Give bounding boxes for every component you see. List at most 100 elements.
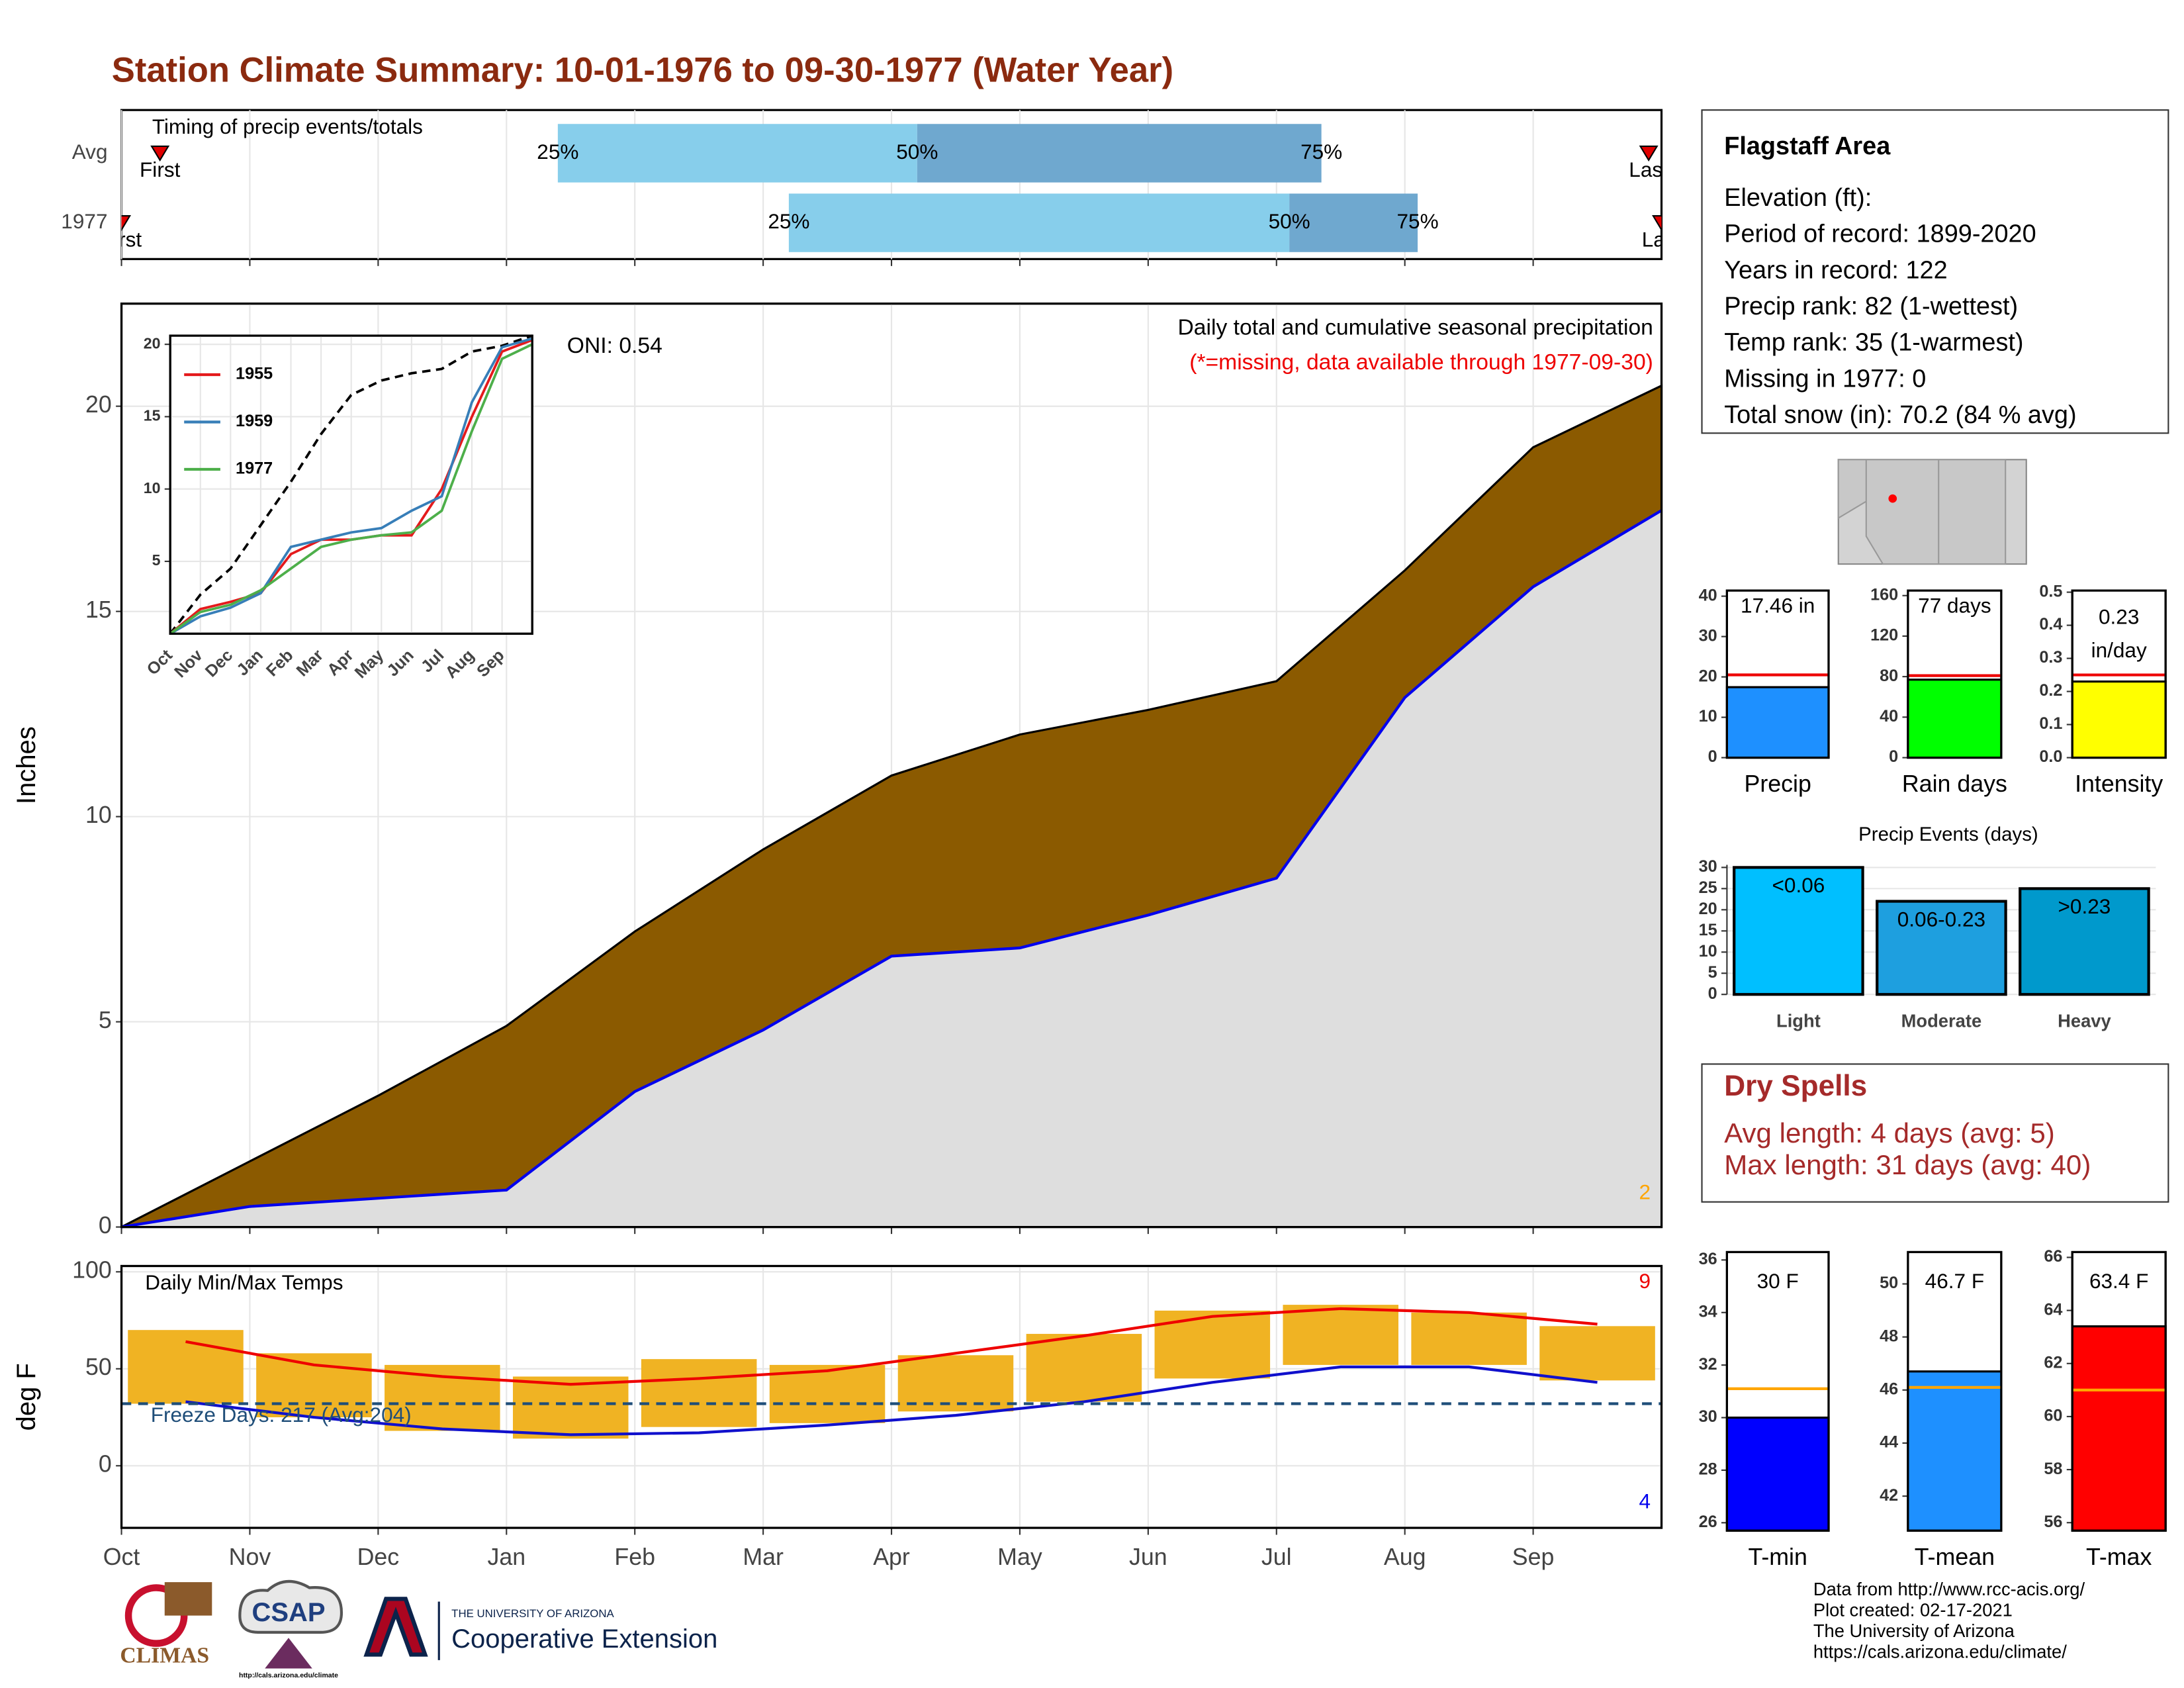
- timing-bar-high: [917, 124, 1322, 183]
- footer-line: Data from http://www.rcc-acis.org/: [1813, 1579, 2085, 1599]
- plot-frame: [1907, 589, 2003, 759]
- y-tick-label: 0: [1708, 747, 1717, 766]
- footer: Data from http://www.rcc-acis.org/ Plot …: [1813, 1579, 2085, 1662]
- cold-count: 4: [1639, 1489, 1651, 1513]
- bar: [1725, 1416, 1830, 1532]
- x-tick-label: Apr: [873, 1544, 910, 1570]
- page-title: Station Climate Summary: 10-01-1976 to 0…: [112, 50, 1173, 89]
- locator-map: [1837, 459, 2027, 565]
- y-tick-label: 5: [1708, 963, 1717, 982]
- marker-label: First: [101, 227, 142, 251]
- x-tick-label: Mar: [743, 1544, 784, 1570]
- y-tick-label: 5: [152, 551, 161, 569]
- footer-line: https://cals.arizona.edu/climate/: [1813, 1642, 2067, 1662]
- timing-bar-low: [557, 124, 917, 183]
- category-label: Intensity: [2075, 771, 2163, 797]
- plot-frame: [1907, 1250, 2003, 1532]
- plot-frame: [1725, 589, 1830, 759]
- marker-label: Last: [1629, 158, 1668, 181]
- quantile-label: 50%: [896, 140, 938, 164]
- y-tick-label: 62: [2044, 1353, 2062, 1372]
- x-tick-label: Feb: [614, 1544, 655, 1570]
- y-tick-label: 0.0: [2039, 747, 2062, 766]
- y-tick-label: 15: [144, 407, 161, 424]
- y-tick-label: 0.4: [2039, 615, 2062, 633]
- timing-marker: [121, 215, 132, 232]
- marker-label: Last: [1642, 227, 1682, 251]
- row-label: 1977: [61, 209, 107, 233]
- y-tick-label: 0.3: [2039, 648, 2062, 667]
- station-line: Missing in 1977: 0: [1724, 365, 1926, 393]
- extreme-count: 2: [1639, 1180, 1651, 1203]
- y-tick-label: 40: [1699, 586, 1717, 604]
- normal-line: [185, 1365, 1598, 1436]
- temp-range-bar: [641, 1359, 757, 1427]
- dry-spells-line: Max length: 31 days (avg: 40): [1724, 1149, 2091, 1180]
- bin-label: 0.06-0.23: [1897, 907, 1985, 931]
- bar: [1907, 1370, 2003, 1532]
- category-label: Precip: [1745, 771, 1811, 797]
- category-label: Heavy: [2058, 1011, 2111, 1031]
- plot-frame: [120, 1264, 1663, 1529]
- y-tick-label: 10: [1699, 707, 1717, 726]
- quantile-label: 25%: [768, 209, 809, 233]
- series-line: [169, 337, 533, 635]
- x-tick-label: Jun: [1129, 1544, 1167, 1570]
- category-label: Light: [1776, 1011, 1821, 1031]
- csap-cloud: [238, 1579, 343, 1634]
- y-tick-label: 34: [1699, 1302, 1717, 1321]
- x-tick-label: Jan: [487, 1544, 525, 1570]
- timing-rows: 25% 50% 75% First Last 25% 50% 75% First Last: [101, 124, 1682, 252]
- value-label: 63.4 F: [2089, 1269, 2148, 1293]
- plot-frame: [1725, 1250, 1830, 1532]
- dry-spells-frame: [1701, 1063, 2169, 1203]
- station-line: Period of record: 1899-2020: [1724, 220, 2036, 248]
- y-tick-label: 32: [1699, 1355, 1717, 1374]
- y-tick-label: 0: [99, 1451, 112, 1477]
- unit-label: in/day: [2091, 638, 2147, 662]
- x-tick-label: Nov: [229, 1544, 271, 1570]
- csap-mountain: [265, 1638, 312, 1669]
- quantile-label: 25%: [537, 140, 578, 164]
- normal-line: [185, 1307, 1598, 1386]
- timing-marker: [1639, 145, 1659, 162]
- y-tick-label: 30: [1699, 626, 1717, 645]
- y-tick-label: 44: [1880, 1433, 1898, 1452]
- temp-range-bar: [1283, 1305, 1398, 1365]
- ua-name: THE UNIVERSITY OF ARIZONA: [451, 1607, 614, 1620]
- value-label: 0.23: [2099, 604, 2139, 628]
- bar: [2071, 1325, 2167, 1532]
- y-tick-label: 64: [2044, 1300, 2062, 1319]
- x-tick-label: Jul: [1261, 1544, 1292, 1570]
- station-line: Temp rank: 35 (1-warmest): [1724, 329, 2023, 357]
- y-tick-label: 26: [1699, 1513, 1717, 1531]
- temp-range-bar: [128, 1330, 244, 1404]
- y-tick-label: 60: [2044, 1407, 2062, 1425]
- bar: [1733, 866, 1864, 996]
- freeze-annotation: Freeze Days: 217 (Avg:204): [151, 1403, 412, 1427]
- timing-title: Timing of precip events/totals: [152, 115, 423, 138]
- station-line: Precip rank: 82 (1-wettest): [1724, 293, 2018, 320]
- csap-logo: CSAP: [251, 1598, 325, 1627]
- legend-label: 1977: [236, 459, 273, 478]
- y-tick-label: 42: [1880, 1486, 1898, 1505]
- y-axis-label: Inches: [12, 726, 41, 804]
- y-tick-label: 120: [1870, 626, 1898, 645]
- csap-url: http://cals.arizona.edu/climate: [239, 1671, 338, 1679]
- bin-label: <0.06: [1772, 873, 1825, 897]
- chart-subtitle: (*=missing, data available through 1977-…: [1189, 350, 1653, 375]
- y-tick-label: 10: [85, 802, 112, 828]
- ua-logo: [363, 1597, 428, 1657]
- station-line: Years in record: 122: [1724, 256, 1947, 284]
- y-tick-label: 5: [99, 1007, 112, 1033]
- y-tick-label: 15: [85, 596, 112, 623]
- y-tick-label: 25: [1699, 878, 1717, 897]
- legend-label: 1955: [236, 365, 273, 383]
- station-name: Flagstaff Area: [1724, 132, 1891, 160]
- station-box: Flagstaff Area Elevation (ft): Period of…: [1701, 109, 2169, 434]
- dry-spells-box: Dry Spells Avg length: 4 days (avg: 5) M…: [1701, 1063, 2169, 1203]
- climas-logo: CLIMAS: [120, 1643, 209, 1667]
- plot-frame: [2071, 589, 2167, 759]
- station-location: [1888, 494, 1897, 503]
- y-tick-label: 20: [1699, 900, 1717, 918]
